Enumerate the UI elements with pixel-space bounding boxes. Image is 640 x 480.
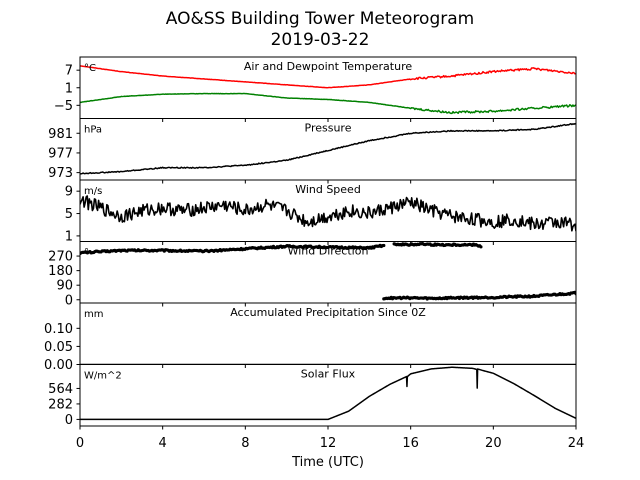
y-tick-label: 981 [48,127,73,142]
y-tick-label: 180 [48,264,73,279]
plot-area [80,65,576,115]
panel-unit: W/m^2 [84,371,122,382]
panel-2: 973 977 981 hPa Pressure [48,118,577,184]
series-line-1 [80,65,576,89]
panel-title: Air and Dewpoint Temperature [244,60,412,73]
panel-title: Wind Direction [288,245,369,258]
panel-unit: ° [84,248,89,259]
plot-area [80,195,576,232]
x-tick-label: 12 [320,436,337,451]
panel-unit: m/s [84,186,102,197]
y-tick-label: 973 [48,166,73,181]
panel-title: Wind Speed [295,183,361,196]
y-tick-label: 270 [48,250,73,265]
y-tick-label: 282 [48,397,73,412]
panel-3: 1 5 9 m/s Wind Speed [65,179,577,245]
y-tick-label: 9 [65,185,73,200]
panel-title: Accumulated Precipitation Since 0Z [230,306,426,319]
panel-5: 0.00 0.05 0.10 mm Accumulated Precipitation … [44,302,577,373]
y-tick-label: 7 [65,64,73,79]
plot-area [80,241,576,301]
y-tick-label: 564 [48,382,73,397]
panels: −5 1 7 °C Air and Dewpoint Temperature 973 977… [44,56,577,430]
y-tick-label: 1 [65,81,73,96]
wind-direction-point [479,245,483,249]
panel-unit: hPa [84,125,102,136]
y-tick-label: 5 [65,207,73,222]
series-line-1 [80,366,576,421]
panel-unit: °C [84,63,96,74]
y-tick-label: 0 [65,413,73,428]
figure-subtitle: 2019-03-22 [271,30,370,50]
panel-unit: mm [84,309,103,320]
wind-direction-point [382,243,386,248]
plot-area [80,122,576,175]
x-tick-label: 20 [485,436,502,451]
x-tick-label: 24 [568,436,585,451]
y-tick-label: 1 [65,229,73,244]
series-line-2 [80,92,576,115]
x-tick-label: 8 [241,436,249,451]
y-tick-label: 977 [48,146,73,161]
x-tick-label: 0 [76,436,84,451]
figure-title: AO&SS Building Tower Meteorogram [166,9,474,29]
y-tick-label: 90 [56,279,73,294]
panel-1: −5 1 7 °C Air and Dewpoint Temperature [54,56,577,122]
x-axis-label: Time (UTC) [291,455,364,470]
panel-title: Pressure [305,122,352,135]
y-tick-label: −5 [54,99,73,114]
y-tick-label: 0.05 [44,340,73,355]
x-tick-label: 4 [159,436,167,451]
y-tick-label: 0.10 [44,322,73,337]
y-tick-label: 0.00 [44,358,73,373]
series-line-1 [80,122,576,175]
y-tick-label: 0 [65,293,73,308]
plot-area [80,366,576,421]
panel-title: Solar Flux [301,368,356,381]
series-line-1 [80,195,576,232]
x-axis: 0 4 8 12 16 20 24 [76,436,584,451]
x-tick-label: 16 [402,436,419,451]
